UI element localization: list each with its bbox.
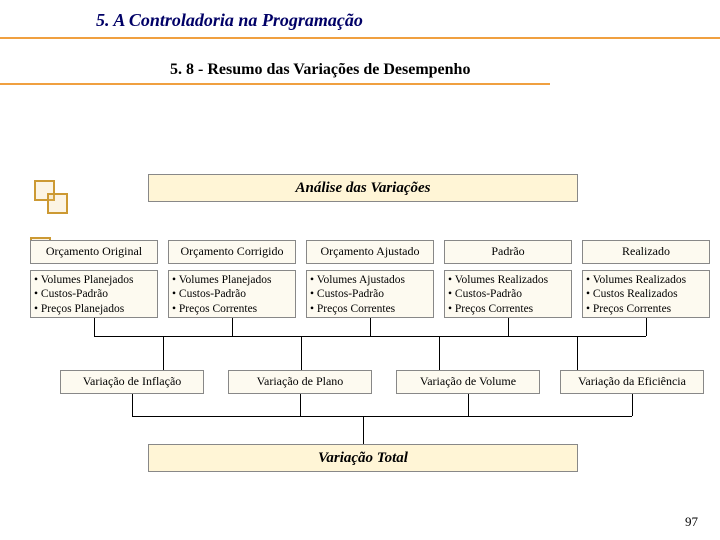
- col-header-padrao: Padrão: [444, 240, 572, 264]
- col-bullets: Volumes Realizados Custos-Padrão Preços …: [448, 273, 572, 316]
- deco-square-icon: [47, 193, 68, 214]
- col-bullets: Volumes Realizados Custos Realizados Pre…: [586, 273, 710, 316]
- col-bullets: Volumes Ajustados Custos-Padrão Preços C…: [310, 273, 434, 316]
- variation-volume: Variação de Volume: [396, 370, 540, 394]
- col-header-original: Orçamento Original: [30, 240, 158, 264]
- diagram: Análise das Variações Orçamento Original…: [0, 150, 720, 490]
- col-header-corrigido: Orçamento Corrigido: [168, 240, 296, 264]
- col-bullets: Volumes Planejados Custos-Padrão Preços …: [172, 273, 296, 316]
- banner-total: Variação Total: [148, 444, 578, 472]
- page-number: 97: [685, 514, 698, 530]
- slide-subtitle: 5. 8 - Resumo das Variações de Desempenh…: [170, 61, 720, 79]
- variation-plano: Variação de Plano: [228, 370, 372, 394]
- variation-inflacao: Variação de Inflação: [60, 370, 204, 394]
- variation-eficiencia: Variação da Eficiência: [560, 370, 704, 394]
- banner-analysis: Análise das Variações: [148, 174, 578, 202]
- slide-title: 5. A Controladoria na Programação: [96, 10, 720, 31]
- col-header-realizado: Realizado: [582, 240, 710, 264]
- col-bullets: Volumes Planejados Custos-Padrão Preços …: [34, 273, 158, 316]
- subtitle-rule: [0, 83, 550, 85]
- col-header-ajustado: Orçamento Ajustado: [306, 240, 434, 264]
